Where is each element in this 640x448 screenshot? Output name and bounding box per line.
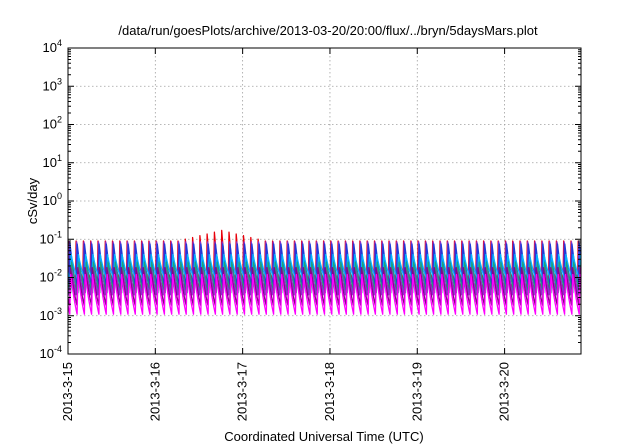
x-tick-label: 2013-3-16 [147,362,162,421]
y-tick-label: 10-1 [40,229,62,246]
y-axis: 10-4 10-3 10-2 10-1 100 101 102 103 104 [40,38,581,361]
x-axis: 2013-3-15 2013-3-16 2013-3-17 2013-3-18 2013… [60,48,512,421]
x-tick-label: 2013-3-19 [409,362,424,421]
y-tick-label: 10-2 [40,268,62,285]
y-tick-label: 10-4 [40,344,62,361]
series-group [68,229,581,315]
series-line [68,253,581,280]
y-tick-label: 104 [43,38,62,55]
series-line [68,273,581,315]
y-tick-label: 102 [43,115,62,132]
x-tick-label: 2013-3-20 [497,362,512,421]
y-tick-label: 10-3 [40,306,62,323]
y-axis-title: cSv/day [25,177,40,224]
chart-title: /data/run/goesPlots/archive/2013-03-20/2… [118,23,538,38]
y-tick-label: 100 [43,191,62,208]
y-tick-label: 103 [43,76,62,93]
x-axis-title: Coordinated Universal Time (UTC) [224,429,423,444]
y-tick-label: 101 [43,153,62,170]
x-tick-label: 2013-3-15 [60,362,75,421]
x-tick-label: 2013-3-18 [322,362,337,421]
x-tick-label: 2013-3-17 [235,362,250,421]
series-line [68,267,581,306]
